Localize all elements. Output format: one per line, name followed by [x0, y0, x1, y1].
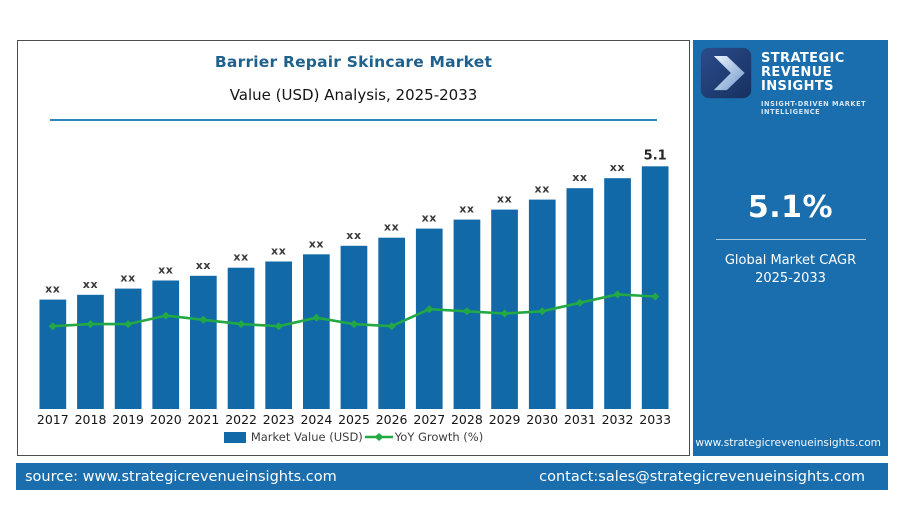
bar-value-label: xx [610, 161, 625, 174]
brand-sidebar: STRATEGIC REVENUE INSIGHTS INSIGHT-DRIVE… [693, 40, 888, 456]
bar-2021 [190, 275, 217, 409]
brand-logo-chevron-icon [700, 47, 752, 99]
bar-2017 [39, 299, 67, 409]
yoy-marker-icon [123, 320, 133, 329]
bar-2019 [114, 288, 142, 409]
yoy-marker-icon [613, 290, 622, 299]
yoy-marker-icon [349, 320, 359, 329]
cagr-block: 5.1% Global Market CAGR 2025-2033 [693, 190, 888, 287]
bar-value-label: xx [120, 272, 135, 285]
bar-value-label: xx [459, 203, 474, 216]
bar-2029 [491, 209, 518, 409]
brand-block: STRATEGIC REVENUE INSIGHTS INSIGHT-DRIVE… [700, 47, 888, 116]
market-chart: xx 2017 xx 2018 xx 2019 xx 2020 xx 2021 xx 2022 xx 20… [37, 148, 671, 427]
plot-area: xx 2017 xx 2018 xx 2019 xx 2020 xx 2021 xx 2022 xx 20… [34, 133, 675, 429]
bar-value-label: xx [271, 245, 286, 258]
cagr-divider [715, 239, 866, 240]
brand-name: STRATEGIC REVENUE INSIGHTS INSIGHT-DRIVE… [761, 51, 888, 117]
brand-tagline: INSIGHT-DRIVEN MARKET INTELLIGENCE [761, 100, 867, 117]
bar-value-label: xx [233, 251, 248, 264]
x-tick-label: 2024 [300, 412, 332, 427]
yoy-marker-icon [48, 322, 57, 331]
footer-bar: source: www.strategicrevenueinsights.com… [16, 463, 888, 490]
x-tick-label: 2018 [75, 412, 107, 427]
bar-2018 [77, 294, 104, 409]
bar-value-label: xx [309, 237, 324, 250]
bar-value-label: xx [45, 283, 60, 296]
cagr-value: 5.1% [747, 190, 834, 225]
x-tick-label: 2025 [338, 412, 370, 427]
bar-value-label: xx [572, 171, 587, 184]
bar-2024 [303, 254, 330, 409]
legend-label: YoY Growth (%) [394, 430, 484, 444]
title-divider [49, 119, 658, 121]
bar-value-label: xx [346, 229, 361, 242]
yoy-marker-icon [462, 307, 472, 316]
bar-value-label: xx [196, 259, 211, 272]
x-tick-label: 2029 [489, 412, 521, 427]
x-tick-label: 2033 [639, 412, 671, 427]
bar-2031 [566, 188, 594, 409]
bar-2033 [641, 166, 669, 409]
footer-source: source: www.strategicrevenueinsights.com [25, 468, 337, 485]
x-tick-label: 2022 [225, 412, 257, 427]
bar-swatch-icon [223, 431, 246, 443]
yoy-marker-icon [86, 320, 95, 329]
yoy-marker-icon [425, 305, 434, 314]
footer-contact: contact:sales@strategicrevenueinsights.c… [539, 468, 865, 485]
x-tick-label: 2023 [263, 412, 295, 427]
bar-value-label: xx [535, 183, 550, 196]
x-tick-label: 2019 [112, 412, 144, 427]
x-tick-label: 2028 [451, 412, 483, 427]
yoy-marker-icon [199, 315, 208, 324]
bar-2027 [415, 228, 443, 409]
x-tick-label: 2031 [564, 412, 596, 427]
x-tick-label: 2026 [376, 412, 408, 427]
bar-2030 [528, 199, 556, 409]
legend-label: Market Value (USD) [250, 430, 363, 444]
bar-value-label: xx [158, 264, 173, 277]
cagr-label-line2: 2025-2033 [755, 270, 826, 286]
yoy-marker-icon [236, 320, 246, 329]
yoy-marker-icon [274, 322, 283, 331]
line-swatch-icon [364, 433, 393, 441]
x-tick-label: 2032 [602, 412, 634, 427]
x-tick-label: 2021 [187, 412, 219, 427]
bar-value-label: 5.1 [644, 148, 667, 163]
chart-title: Barrier Repair Skincare Market [214, 53, 493, 71]
cagr-label: Global Market CAGR 2025-2033 [693, 252, 888, 287]
brand-name-line1: STRATEGIC [761, 51, 845, 66]
yoy-marker-icon [500, 309, 509, 318]
brand-name-line2: REVENUE INSIGHTS [761, 65, 834, 95]
bar-value-label: xx [497, 193, 512, 206]
yoy-marker-icon [312, 313, 321, 322]
legend-item-yoy-growth: YoY Growth (%) [363, 430, 483, 444]
bar-2023 [265, 261, 292, 409]
bar-value-label: xx [83, 278, 98, 291]
bar-2020 [152, 280, 180, 409]
sidebar-website: www.strategicrevenueinsights.com [695, 437, 881, 449]
chart-legend: Market Value (USD) YoY Growth (%) [18, 430, 689, 444]
x-tick-label: 2027 [413, 412, 445, 427]
bar-2022 [227, 267, 255, 409]
chart-subtitle: Value (USD) Analysis, 2025-2033 [229, 86, 478, 104]
yoy-marker-icon [161, 311, 170, 320]
yoy-marker-icon [651, 292, 660, 301]
chart-card: Barrier Repair Skincare Market Value (US… [17, 40, 690, 456]
x-tick-label: 2020 [150, 412, 182, 427]
legend-item-market-value: Market Value (USD) [223, 430, 363, 444]
x-tick-label: 2030 [526, 412, 558, 427]
bar-value-label: xx [384, 221, 399, 234]
cagr-label-line1: Global Market CAGR [724, 253, 857, 268]
x-tick-label: 2017 [37, 412, 69, 427]
yoy-marker-icon [387, 322, 396, 331]
bar-value-label: xx [422, 212, 437, 225]
yoy-marker-icon [575, 298, 585, 307]
